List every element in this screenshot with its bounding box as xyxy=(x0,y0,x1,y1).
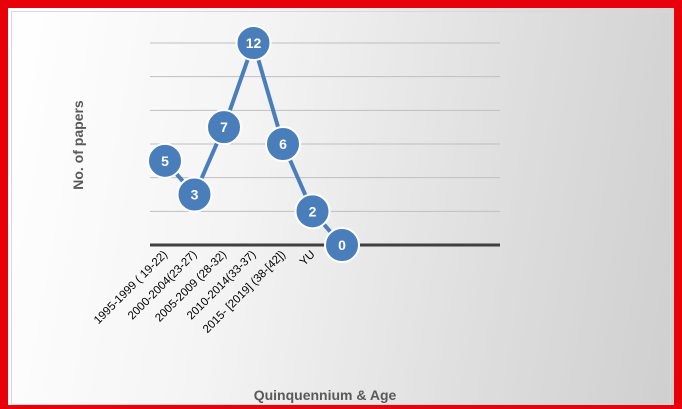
data-label: 12 xyxy=(246,35,262,51)
data-marker xyxy=(147,142,183,179)
data-markers: 5 3 7 12 6 2 0 xyxy=(147,25,360,263)
data-marker xyxy=(176,176,213,213)
data-point: 12 xyxy=(235,25,272,61)
data-marker xyxy=(206,109,242,146)
data-label: 5 xyxy=(161,153,169,169)
data-point: 6 xyxy=(265,126,301,162)
data-marker xyxy=(265,126,301,162)
data-label: 6 xyxy=(279,136,287,152)
y-axis-label: No. of papers xyxy=(70,100,86,190)
data-marker xyxy=(324,227,360,263)
data-point: 3 xyxy=(176,176,213,213)
data-point: 2 xyxy=(294,193,331,230)
x-tick-labels: 1995-1999 ( 19-22)2000-2004(23-27)2005-2… xyxy=(92,249,318,336)
data-point: 0 xyxy=(324,227,360,263)
data-label: 7 xyxy=(220,119,228,135)
data-marker xyxy=(235,25,272,61)
frame-bottom-edge xyxy=(0,405,682,409)
data-label: 3 xyxy=(191,187,199,203)
data-label: 2 xyxy=(309,203,317,219)
x-tick-label: YU xyxy=(298,249,318,269)
data-point: 7 xyxy=(206,109,242,146)
x-axis-label: Quinquennium & Age xyxy=(254,387,397,403)
data-point: 5 xyxy=(147,142,183,179)
chart-area-border xyxy=(11,11,671,405)
data-label: 0 xyxy=(338,237,346,253)
data-marker xyxy=(294,193,331,230)
